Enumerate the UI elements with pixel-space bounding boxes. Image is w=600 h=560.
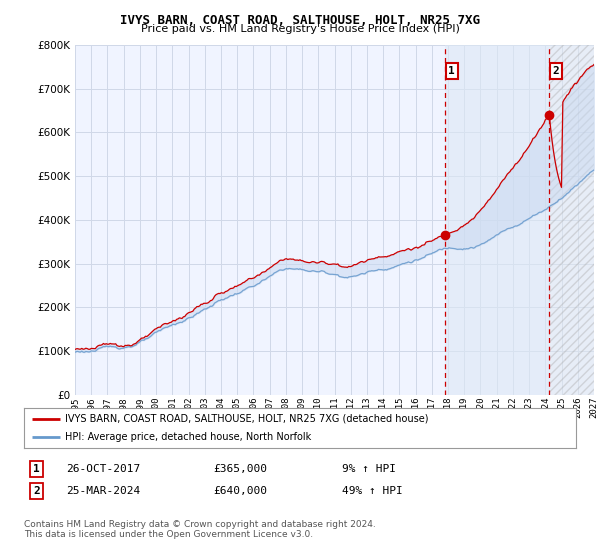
Text: HPI: Average price, detached house, North Norfolk: HPI: Average price, detached house, Nort… bbox=[65, 432, 311, 442]
Text: £640,000: £640,000 bbox=[213, 486, 267, 496]
Text: Contains HM Land Registry data © Crown copyright and database right 2024.
This d: Contains HM Land Registry data © Crown c… bbox=[24, 520, 376, 539]
Text: £365,000: £365,000 bbox=[213, 464, 267, 474]
Bar bbox=[549, 45, 594, 395]
Text: 2: 2 bbox=[33, 486, 40, 496]
Text: 25-MAR-2024: 25-MAR-2024 bbox=[66, 486, 140, 496]
Text: IVYS BARN, COAST ROAD, SALTHOUSE, HOLT, NR25 7XG (detached house): IVYS BARN, COAST ROAD, SALTHOUSE, HOLT, … bbox=[65, 414, 429, 423]
Text: Price paid vs. HM Land Registry's House Price Index (HPI): Price paid vs. HM Land Registry's House … bbox=[140, 24, 460, 34]
Text: 49% ↑ HPI: 49% ↑ HPI bbox=[342, 486, 403, 496]
Text: 26-OCT-2017: 26-OCT-2017 bbox=[66, 464, 140, 474]
Text: 1: 1 bbox=[33, 464, 40, 474]
Text: 1: 1 bbox=[448, 66, 455, 76]
Text: 2: 2 bbox=[553, 66, 559, 76]
Bar bbox=[445, 45, 549, 395]
Bar bbox=[549, 45, 594, 395]
Text: 9% ↑ HPI: 9% ↑ HPI bbox=[342, 464, 396, 474]
Text: IVYS BARN, COAST ROAD, SALTHOUSE, HOLT, NR25 7XG: IVYS BARN, COAST ROAD, SALTHOUSE, HOLT, … bbox=[120, 14, 480, 27]
